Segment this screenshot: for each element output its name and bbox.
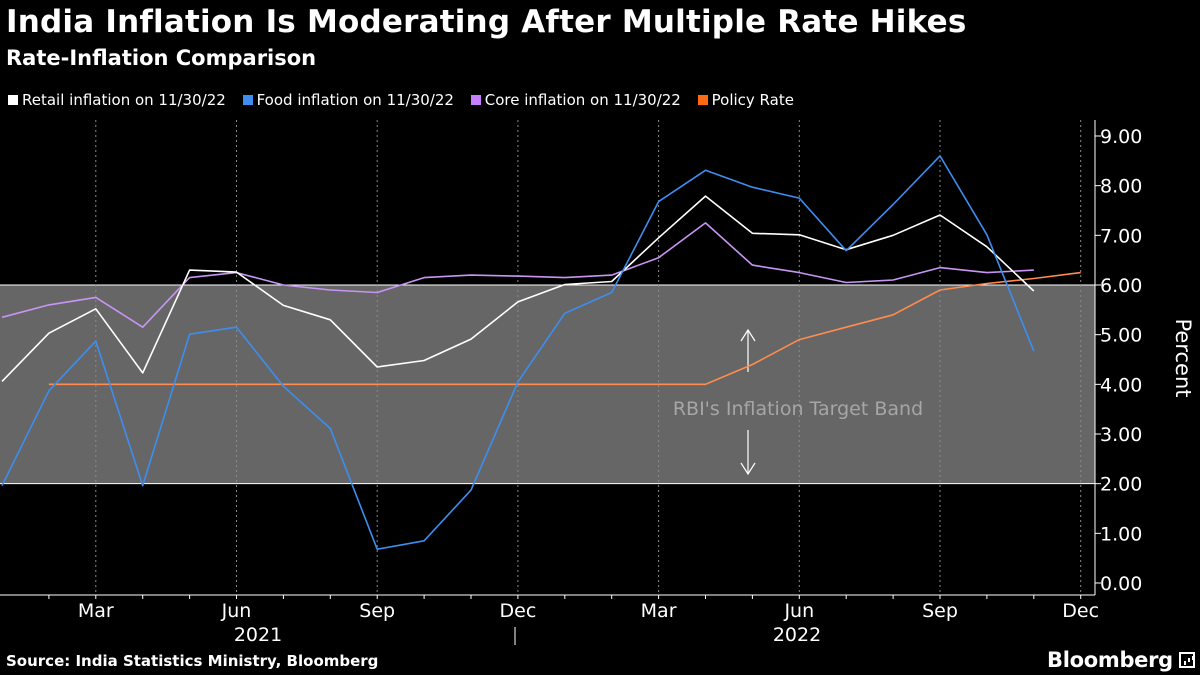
- band-arrow-down: [740, 430, 756, 476]
- series-lines: [1, 155, 1081, 550]
- x-tick-label: Sep: [922, 600, 958, 622]
- legend-item-food: Food inflation on 11/30/22: [242, 91, 454, 109]
- chart-subtitle: Rate-Inflation Comparison: [6, 46, 317, 70]
- chart-icon: [1179, 652, 1195, 668]
- x-tick-label: Mar: [641, 600, 677, 622]
- y-axis: 0.00 1.00 2.00 3.00 4.00 5.00 6.00 7.00 8.00 9.00: [1094, 120, 1142, 595]
- y-tick-label: 7.00: [1100, 225, 1142, 247]
- y-tick-label: 5.00: [1100, 325, 1142, 347]
- x-year-label: 2022: [773, 624, 821, 646]
- series-line-policy: [48, 271, 1081, 386]
- y-axis-label: Percent: [1171, 318, 1195, 397]
- y-tick-label: 0.00: [1100, 573, 1142, 595]
- y-tick-label: 6.00: [1100, 275, 1142, 297]
- x-tick-label: Jun: [783, 600, 814, 622]
- legend-swatch-food: [242, 95, 253, 105]
- target-band-label: RBI's Inflation Target Band: [673, 398, 923, 420]
- series-line-food: [1, 155, 1035, 550]
- legend-label-retail: Retail inflation on 11/30/22: [22, 91, 226, 109]
- legend-swatch-retail: [8, 95, 18, 105]
- x-tick-label: Sep: [359, 600, 395, 622]
- series-line-core: [1, 222, 1034, 328]
- y-tick-label: 4.00: [1100, 374, 1142, 396]
- legend-label-core: Core inflation on 11/30/22: [484, 91, 681, 109]
- legend-swatch-core: [470, 95, 481, 105]
- legend-item-retail: Retail inflation on 11/30/22: [8, 91, 226, 109]
- x-tick-label: Dec: [500, 600, 537, 622]
- series-line-retail: [1, 195, 1035, 382]
- x-year-label: 2021: [234, 624, 282, 646]
- x-tick-label: Mar: [78, 600, 114, 622]
- chart-title: India Inflation Is Moderating After Mult…: [6, 4, 967, 40]
- y-tick-label: 8.00: [1100, 176, 1142, 198]
- source-note: Source: India Statistics Ministry, Bloom…: [6, 652, 379, 670]
- y-tick-label: 3.00: [1100, 424, 1142, 446]
- legend: Retail inflation on 11/30/22 Food inflat…: [8, 91, 806, 109]
- y-tick-label: 9.00: [1100, 126, 1142, 148]
- x-axis: Mar Jun Sep Dec Mar Jun Sep Dec 2021 2022: [0, 594, 1099, 646]
- legend-item-policy: Policy Rate: [697, 91, 794, 109]
- x-tick-label: Jun: [221, 600, 252, 622]
- x-tick-label: Dec: [1062, 600, 1099, 622]
- legend-label-food: Food inflation on 11/30/22: [256, 91, 454, 109]
- y-tick-label: 2.00: [1100, 474, 1142, 496]
- legend-label-policy: Policy Rate: [711, 91, 794, 109]
- grid-lines: [95, 120, 1082, 595]
- band-arrow-up: [740, 328, 756, 372]
- brand-logo: Bloomberg: [1047, 648, 1173, 672]
- legend-item-core: Core inflation on 11/30/22: [470, 91, 681, 109]
- legend-swatch-policy: [697, 95, 708, 105]
- y-tick-label: 1.00: [1100, 523, 1142, 545]
